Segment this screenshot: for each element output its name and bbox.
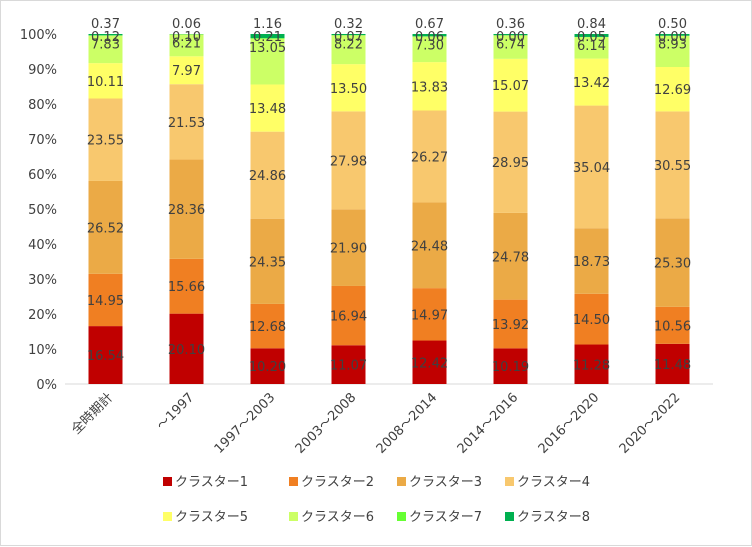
data-label: 15.66 — [168, 280, 205, 295]
data-label: 26.27 — [411, 150, 448, 165]
data-label: 14.50 — [573, 313, 610, 328]
y-tick-label: 50% — [28, 203, 57, 218]
legend-label: クラスター5 — [175, 510, 248, 525]
legend-label: クラスター1 — [175, 475, 248, 490]
y-tick-label: 100% — [20, 28, 57, 43]
legend-swatch — [505, 477, 514, 486]
legend-swatch — [397, 512, 406, 521]
data-label: 0.06 — [415, 30, 444, 45]
legend-label: クラスター8 — [517, 510, 590, 525]
data-label: 0.00 — [496, 30, 525, 45]
data-label: 0.06 — [172, 17, 201, 32]
data-label: 10.19 — [492, 360, 529, 375]
data-label: 10.11 — [87, 75, 124, 90]
x-tick-label: 全時期計 — [68, 390, 116, 438]
data-label: 11.28 — [573, 358, 610, 373]
data-label: 27.98 — [330, 154, 367, 169]
data-label: 11.48 — [654, 358, 691, 373]
data-label: 0.32 — [334, 17, 363, 32]
x-tick-label: 2008～2014 — [374, 390, 441, 457]
data-label: 0.37 — [91, 17, 120, 32]
data-label: 10.20 — [249, 360, 286, 375]
x-tick-label: 2020～2022 — [617, 390, 684, 457]
x-tick-label: ～1997 — [154, 390, 197, 433]
data-label: 15.07 — [492, 79, 529, 94]
legend-swatch — [289, 512, 298, 521]
data-label: 11.07 — [330, 359, 367, 374]
y-tick-label: 20% — [28, 308, 57, 323]
data-label: 35.04 — [573, 161, 610, 176]
y-tick-label: 70% — [28, 133, 57, 148]
data-label: 12.68 — [249, 320, 286, 335]
data-label: 13.50 — [330, 82, 367, 97]
data-label: 18.73 — [573, 255, 610, 270]
x-tick-label: 2016～2020 — [536, 390, 603, 457]
data-label: 20.10 — [168, 343, 205, 358]
legend-label: クラスター3 — [409, 475, 482, 490]
data-label: 28.36 — [168, 203, 205, 218]
data-label: 14.95 — [87, 294, 124, 309]
data-label: 12.69 — [654, 83, 691, 98]
data-label: 0.00 — [658, 30, 687, 45]
y-tick-label: 90% — [28, 63, 57, 78]
legend: クラスター1 クラスター2 クラスター3 クラスター4 クラスター5 クラスター6 クラスタ… — [163, 475, 590, 525]
data-label: 24.35 — [249, 255, 286, 270]
data-label: 16.94 — [330, 310, 367, 325]
legend-label: クラスター6 — [301, 510, 374, 525]
legend-swatch — [505, 512, 514, 521]
data-label: 13.42 — [573, 76, 610, 91]
y-tick-label: 10% — [28, 343, 57, 358]
legend-swatch — [397, 477, 406, 486]
x-tick-label: 2014～2016 — [455, 390, 522, 457]
x-tick-label: 2003～2008 — [293, 390, 360, 457]
data-label: 24.86 — [249, 169, 286, 184]
data-label: 24.78 — [492, 250, 529, 265]
data-label: 30.55 — [654, 159, 691, 174]
legend-label: クラスター4 — [517, 475, 590, 490]
data-label: 0.12 — [91, 30, 120, 45]
data-label: 0.50 — [658, 17, 687, 32]
y-tick-label: 30% — [28, 273, 57, 288]
data-label: 0.21 — [253, 30, 282, 45]
data-label: 25.30 — [654, 257, 691, 272]
y-tick-label: 0% — [36, 378, 57, 393]
data-label: 0.07 — [334, 30, 363, 45]
legend-label: クラスター2 — [301, 475, 374, 490]
y-tick-label: 60% — [28, 168, 57, 183]
x-tick-label: 1997～2003 — [212, 390, 279, 457]
y-tick-label: 40% — [28, 238, 57, 253]
legend-swatch — [163, 512, 172, 521]
legend-swatch — [289, 477, 298, 486]
data-label: 13.83 — [411, 80, 448, 95]
data-label: 0.10 — [172, 30, 201, 45]
data-label: 0.36 — [496, 17, 525, 32]
data-label: 0.05 — [577, 30, 606, 45]
legend-swatch — [163, 477, 172, 486]
data-label: 7.97 — [172, 64, 201, 79]
data-label: 10.56 — [654, 319, 691, 334]
data-label: 1.16 — [253, 17, 282, 32]
y-tick-label: 80% — [28, 98, 57, 113]
data-label: 14.97 — [411, 308, 448, 323]
data-label: 13.92 — [492, 318, 529, 333]
legend-label: クラスター7 — [409, 510, 482, 525]
data-label: 0.67 — [415, 17, 444, 32]
data-label: 21.90 — [330, 242, 367, 257]
data-label: 0.84 — [577, 17, 606, 32]
data-label: 28.95 — [492, 156, 529, 171]
data-label: 24.48 — [411, 239, 448, 254]
data-label: 16.54 — [87, 349, 124, 364]
data-label: 21.53 — [168, 116, 205, 131]
data-label: 23.55 — [87, 134, 124, 149]
data-label: 12.42 — [411, 356, 448, 371]
data-label: 26.52 — [87, 221, 124, 236]
data-label: 13.48 — [249, 102, 286, 117]
